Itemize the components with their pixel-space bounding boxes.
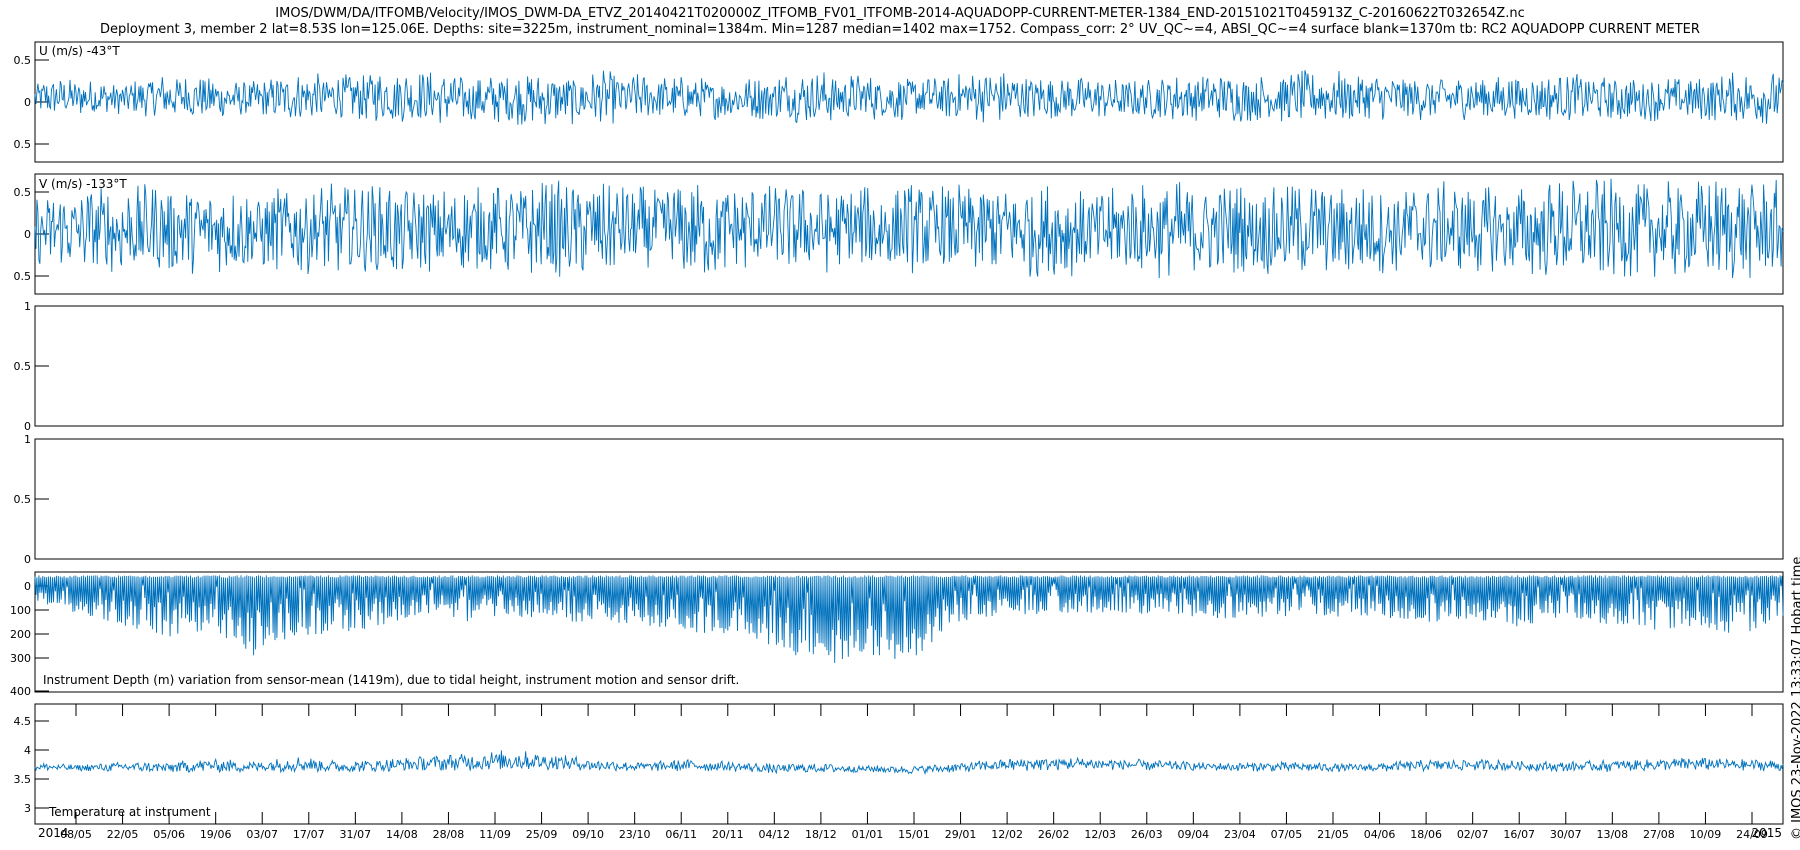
x-tick-label: 30/07 [1550, 828, 1582, 841]
panel-frame-depth [34, 571, 1784, 693]
x-tick-label: 19/06 [200, 828, 232, 841]
y-tick-label: 0.5 [14, 493, 32, 506]
x-year-start-label: 2014 [38, 826, 69, 840]
y-tick-label: 0 [24, 96, 31, 109]
x-tick-label: 12/03 [1084, 828, 1116, 841]
x-tick-label: 02/07 [1457, 828, 1489, 841]
x-tick-label: 15/01 [898, 828, 930, 841]
x-tick-label: 05/06 [153, 828, 185, 841]
y-tick-label: 1 [24, 433, 31, 446]
x-tick-label: 07/05 [1271, 828, 1303, 841]
y-tick-label: 4.5 [14, 715, 32, 728]
x-tick-label: 26/03 [1131, 828, 1163, 841]
x-tick-label: 25/09 [526, 828, 558, 841]
x-tick-label: 03/07 [246, 828, 278, 841]
x-tick-label: 04/12 [758, 828, 790, 841]
y-tick-label: 0.5 [14, 138, 32, 151]
y-tick-label: 0.5 [14, 360, 32, 373]
x-tick-label: 18/06 [1410, 828, 1442, 841]
x-tick-label: 04/06 [1364, 828, 1396, 841]
x-tick-label: 21/05 [1317, 828, 1349, 841]
panel-label-depth: Instrument Depth (m) variation from sens… [43, 673, 739, 687]
x-tick-label: 09/10 [572, 828, 604, 841]
panel-label-v: V (m/s) -133°T [39, 177, 127, 191]
x-year-end-label: 2015 [1751, 826, 1782, 840]
x-tick-label: 06/11 [665, 828, 697, 841]
x-tick-label: 12/02 [991, 828, 1023, 841]
series-line-depth [34, 575, 1784, 664]
y-tick-label: 0.5 [14, 186, 32, 199]
x-tick-label: 18/12 [805, 828, 837, 841]
y-tick-label: 4 [24, 744, 31, 757]
x-tick-label: 28/08 [433, 828, 465, 841]
y-tick-label: 0 [24, 420, 31, 433]
y-tick-label: 300 [10, 652, 31, 665]
x-tick-label: 23/04 [1224, 828, 1256, 841]
x-tick-label: 29/01 [945, 828, 977, 841]
x-tick-label: 13/08 [1596, 828, 1628, 841]
x-tick-label: 17/07 [293, 828, 325, 841]
x-tick-label: 16/07 [1503, 828, 1535, 841]
series-line-u [34, 70, 1784, 125]
x-tick-label: 09/04 [1177, 828, 1209, 841]
x-tick-label: 11/09 [479, 828, 511, 841]
x-tick-label: 31/07 [339, 828, 371, 841]
x-tick-label: 14/08 [386, 828, 418, 841]
panel-label-u: U (m/s) -43°T [39, 44, 120, 58]
y-tick-label: 1 [24, 300, 31, 313]
x-tick-label: 01/01 [852, 828, 884, 841]
y-tick-label: 0.5 [14, 270, 32, 283]
y-tick-label: 400 [10, 685, 31, 698]
y-tick-label: 0 [24, 553, 31, 566]
y-tick-label: 0 [24, 580, 31, 593]
panel-frame-empty1 [34, 305, 1784, 427]
y-tick-label: 3.5 [14, 773, 32, 786]
x-tick-label: 23/10 [619, 828, 651, 841]
y-tick-label: 200 [10, 628, 31, 641]
x-tick-label: 20/11 [712, 828, 744, 841]
x-tick-label: 08/05 [60, 828, 92, 841]
chart-title-line-2: Deployment 3, member 2 lat=8.53S lon=125… [100, 22, 1700, 37]
y-tick-label: 0.5 [14, 54, 32, 67]
x-tick-label: 22/05 [107, 828, 139, 841]
y-tick-label: 100 [10, 604, 31, 617]
series-line-v [34, 178, 1784, 279]
y-tick-label: 0 [24, 228, 31, 241]
series-line-temperature [34, 750, 1784, 776]
panel-label-temperature: Temperature at instrument [48, 805, 211, 819]
x-tick-label: 24/09 [1736, 828, 1768, 841]
x-tick-label: 27/08 [1643, 828, 1675, 841]
x-tick-label: 26/02 [1038, 828, 1070, 841]
timestamp-stamp: © IMOS 23-Nov-2022 13:33:07 Hobart time [1790, 556, 1800, 840]
x-tick-label: 10/09 [1690, 828, 1722, 841]
panel-frame-empty2 [34, 438, 1784, 560]
chart-title-line-1: IMOS/DWM/DA/ITFOMB/Velocity/IMOS_DWM-DA_… [275, 6, 1525, 21]
y-tick-label: 3 [24, 802, 31, 815]
